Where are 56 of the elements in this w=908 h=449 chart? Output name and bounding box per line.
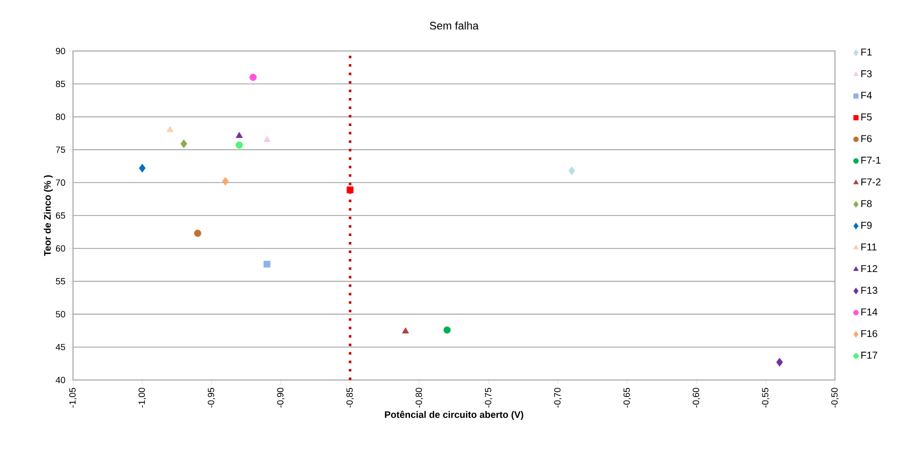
x-tick-label: -0,50 <box>831 388 839 408</box>
y-tick-label: 60 <box>56 245 66 252</box>
x-tick-label: -1,05 <box>69 388 77 408</box>
y-tick-label: 65 <box>56 212 66 219</box>
x-tick-label: -0,95 <box>208 388 216 408</box>
legend-label: F4 <box>861 92 872 99</box>
point <box>222 176 229 186</box>
x-tick-label: -0,75 <box>484 388 492 408</box>
y-tick-label: 85 <box>56 80 66 88</box>
y-tick-label: 80 <box>56 114 66 120</box>
x-axis-title: Potêncial de circuito aberto (V) <box>384 410 524 420</box>
y-tick-label: 55 <box>56 278 66 284</box>
legend-label: F16 <box>861 330 878 338</box>
legend-label: F5 <box>861 114 872 120</box>
legend-label: F8 <box>861 200 872 208</box>
point <box>236 142 243 149</box>
y-tick-label: 45 <box>56 344 66 350</box>
x-tick-label: -0,90 <box>277 388 285 408</box>
legend-label: F12 <box>861 265 878 272</box>
legend-label: F3 <box>861 70 872 78</box>
point <box>180 139 188 148</box>
legend-label: F1 <box>861 48 872 56</box>
legend-label: F14 <box>861 308 878 316</box>
legend-label: F13 <box>861 286 878 294</box>
legend-label: F17 <box>861 352 878 359</box>
y-tick-label: 50 <box>56 311 66 318</box>
point <box>194 230 202 237</box>
legend-label: F7-1 <box>861 156 881 164</box>
point <box>236 132 243 138</box>
x-tick-label: -1,00 <box>138 388 146 408</box>
legend-label: F11 <box>861 244 876 250</box>
y-tick-label: 90 <box>56 48 66 54</box>
y-tick-label: 40 <box>56 376 66 384</box>
legend-label: F7-2 <box>861 178 880 186</box>
x-tick-label: -0,55 <box>762 388 770 408</box>
point <box>250 74 257 81</box>
x-tick-label: -0,60 <box>692 388 700 408</box>
point <box>138 164 146 173</box>
y-axis-title: Teor de Zinco (% ) <box>44 175 53 256</box>
point <box>346 186 354 194</box>
y-tick-label: 75 <box>56 146 66 153</box>
point <box>568 166 576 176</box>
x-tick-label: -0,80 <box>416 388 424 408</box>
point <box>402 327 409 334</box>
x-tick-label: -0,65 <box>623 388 631 408</box>
point <box>443 326 451 334</box>
point <box>264 260 270 268</box>
x-tick-label: -0,85 <box>346 388 354 408</box>
point <box>263 136 270 142</box>
x-tick-label: -0,70 <box>554 388 562 408</box>
legend-label: F6 <box>861 135 872 142</box>
point <box>776 358 783 367</box>
chart-title: Sem falha <box>430 22 479 30</box>
y-tick-label: 70 <box>56 179 66 186</box>
legend-label: F9 <box>861 222 872 229</box>
point <box>166 126 174 132</box>
